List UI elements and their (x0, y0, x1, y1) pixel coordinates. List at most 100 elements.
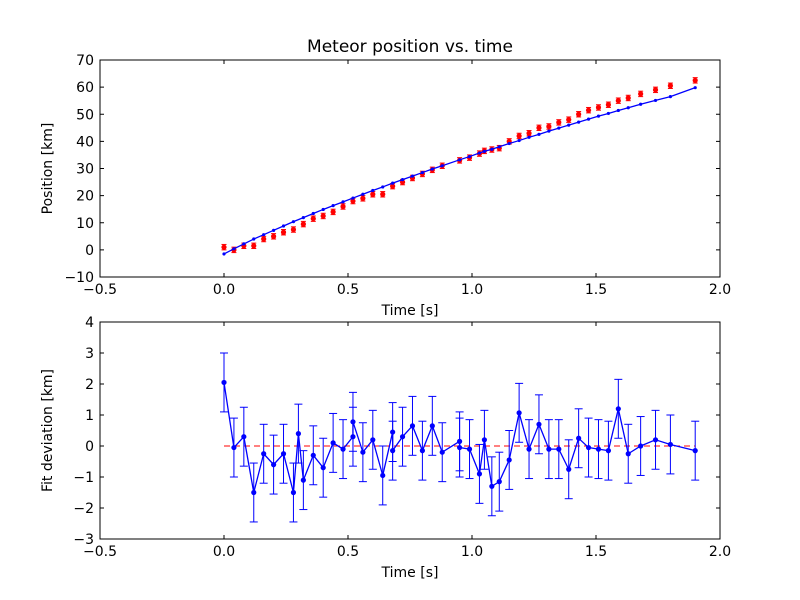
x-tick-label: −0.5 (83, 282, 117, 298)
position-data-point (360, 195, 366, 202)
fit-point (586, 117, 591, 121)
deviation-marker (251, 489, 257, 496)
position-data-point (556, 119, 562, 126)
deviation-marker (605, 448, 612, 454)
position-data-point (221, 243, 227, 251)
position-marker (556, 119, 562, 125)
position-marker (526, 130, 532, 136)
position-data-point (638, 90, 644, 98)
fit-point (626, 106, 630, 110)
deviation-marker (380, 472, 386, 479)
fit-point (547, 129, 551, 133)
deviation-marker (409, 423, 416, 429)
fit-point (458, 158, 462, 162)
deviation-marker (516, 410, 522, 416)
deviation-marker (370, 437, 376, 443)
fit-point (311, 211, 315, 216)
position-marker (625, 95, 631, 101)
fit-point (467, 154, 472, 159)
deviation-marker (390, 429, 396, 435)
position-marker (380, 191, 386, 197)
plot-title: Meteor position vs. time (307, 37, 513, 57)
position-data-point (585, 106, 592, 114)
deviation-marker (280, 451, 287, 457)
fit-point (507, 141, 511, 146)
deviation-marker (625, 451, 631, 457)
fit-point (653, 98, 658, 103)
position-marker (340, 203, 346, 210)
fit-point (272, 228, 276, 232)
y-tick-label: 20 (76, 189, 94, 205)
deviation-marker (652, 437, 659, 443)
position-data-point (516, 132, 522, 140)
fit-point (381, 185, 385, 189)
deviation-marker (481, 437, 487, 443)
position-marker (595, 104, 602, 111)
fit-point (361, 192, 365, 196)
deviation-y-axis-label: Fit deviation [km] (40, 369, 56, 492)
position-marker (667, 83, 674, 89)
deviation-marker (546, 446, 552, 452)
fit-point (262, 233, 266, 237)
deviation-marker (419, 448, 425, 454)
position-data-point (251, 242, 257, 250)
deviation-plot-area (220, 352, 700, 523)
deviation-marker (360, 449, 366, 455)
x-tick-label: −0.5 (83, 544, 117, 560)
fit-point (567, 123, 571, 127)
position-plot-area (221, 77, 698, 256)
y-tick-label: −3 (73, 532, 94, 548)
fit-point (410, 174, 415, 178)
fit-point (400, 178, 405, 182)
position-data-point (605, 101, 612, 108)
x-tick-label: 2.0 (709, 282, 731, 298)
deviation-marker (271, 462, 277, 468)
fit-point (371, 188, 375, 193)
fit-point (252, 237, 256, 241)
fit-point (477, 151, 482, 155)
y-tick-label: 70 (76, 53, 94, 69)
position-marker (221, 244, 227, 250)
position-marker (290, 226, 297, 233)
position-marker (370, 191, 376, 197)
y-tick-label: 0 (85, 243, 94, 259)
deviation-marker (457, 438, 463, 444)
position-marker (576, 111, 582, 117)
position-data-point (280, 229, 287, 236)
position-marker (605, 102, 612, 108)
y-tick-label: 10 (76, 216, 94, 232)
y-tick-label: −2 (73, 501, 94, 517)
position-marker (251, 243, 257, 249)
deviation-marker (330, 440, 336, 446)
position-data-point (536, 124, 542, 132)
deviation-marker (615, 406, 621, 412)
position-marker (300, 221, 306, 227)
x-tick-label: 1.0 (461, 282, 483, 298)
fit-point (490, 147, 494, 151)
position-marker (638, 91, 644, 97)
deviation-marker (489, 483, 495, 489)
position-data-point (615, 97, 621, 104)
deviation-marker (320, 465, 326, 471)
position-marker (585, 107, 592, 113)
deviation-marker (340, 446, 346, 452)
deviation-marker (350, 419, 356, 425)
fit-point (351, 196, 355, 200)
fit-point (301, 215, 305, 220)
position-marker (566, 117, 572, 123)
position-marker (390, 183, 396, 189)
position-marker (692, 77, 698, 83)
fit-point (693, 86, 697, 90)
deviation-marker (536, 421, 542, 427)
fit-point (331, 204, 335, 208)
deviation-marker (429, 423, 435, 429)
position-data-point (566, 116, 572, 123)
deviation-marker (350, 434, 356, 440)
position-data-point (330, 208, 336, 216)
position-marker (536, 125, 542, 131)
deviation-marker (300, 477, 306, 483)
position-data-point (576, 111, 582, 118)
y-tick-label: 40 (76, 134, 94, 150)
